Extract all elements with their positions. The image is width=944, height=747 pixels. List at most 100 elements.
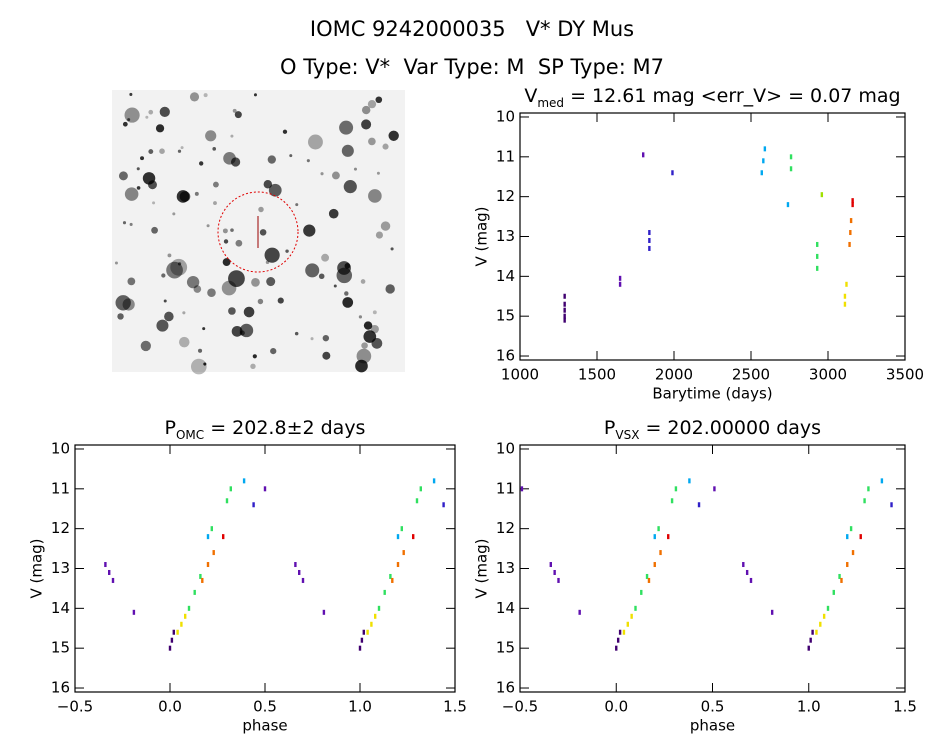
data-point — [838, 573, 841, 579]
star — [353, 167, 357, 171]
x-axis-label: phase — [242, 717, 287, 735]
data-point — [809, 637, 812, 643]
star — [285, 249, 289, 253]
star — [375, 96, 383, 104]
star — [148, 149, 154, 154]
star — [267, 155, 276, 164]
star — [159, 106, 170, 118]
star — [203, 93, 208, 98]
star — [372, 310, 377, 315]
data-point — [201, 577, 204, 583]
data-point — [749, 577, 753, 583]
data-point — [816, 241, 819, 247]
star — [176, 190, 190, 203]
star — [193, 285, 202, 293]
data-point — [822, 613, 826, 619]
star — [231, 325, 243, 337]
data-point — [648, 245, 651, 251]
star — [361, 119, 372, 130]
x-tick-label: 1.0 — [797, 698, 821, 716]
star — [282, 129, 288, 134]
target-circle — [217, 191, 299, 273]
data-point — [377, 605, 381, 611]
data-point — [170, 637, 174, 643]
star — [190, 358, 207, 375]
y-tick-label: 16 — [496, 347, 515, 365]
y-tick-label: 11 — [496, 147, 515, 165]
x-tick-label: 0.0 — [158, 698, 182, 716]
y-tick-label: 15 — [496, 307, 515, 325]
data-point — [647, 577, 651, 583]
star — [230, 228, 234, 232]
star — [341, 144, 354, 157]
data-point — [762, 158, 765, 164]
star — [194, 191, 199, 196]
y-tick-label: 13 — [496, 227, 515, 245]
data-point — [789, 154, 793, 160]
star — [178, 336, 190, 348]
y-tick-label: 13 — [496, 559, 515, 577]
data-point — [713, 486, 716, 492]
x-axis-label: phase — [690, 717, 735, 735]
star — [212, 147, 217, 151]
x-tick-label: 1500 — [578, 366, 616, 384]
data-point — [242, 478, 246, 484]
star — [118, 171, 128, 181]
star — [186, 275, 200, 289]
data-point — [225, 498, 229, 504]
star — [277, 297, 284, 304]
star — [117, 313, 124, 320]
data-point — [890, 502, 893, 508]
star — [375, 231, 383, 239]
star — [122, 298, 135, 311]
data-point — [432, 478, 436, 484]
data-point — [442, 502, 445, 508]
data-point — [849, 218, 853, 224]
data-point — [212, 550, 215, 556]
star — [322, 351, 331, 360]
data-point — [820, 192, 824, 198]
data-point — [210, 526, 213, 532]
data-point — [832, 589, 835, 595]
data-point — [322, 609, 326, 615]
data-point — [616, 637, 620, 643]
star — [163, 299, 167, 303]
data-point — [645, 573, 649, 579]
y-tick-label: 11 — [51, 479, 70, 497]
title-part: = 202.00000 days — [639, 417, 821, 439]
page-title: IOMC 9242000035 V* DY Mus — [310, 17, 634, 41]
data-point — [688, 478, 691, 484]
data-point — [626, 621, 629, 627]
star — [205, 130, 217, 142]
star — [223, 239, 229, 244]
data-point — [298, 569, 301, 575]
star — [371, 337, 383, 349]
x-tick-label: 1.5 — [893, 698, 917, 716]
data-point — [634, 605, 637, 611]
star — [206, 224, 210, 228]
star — [368, 137, 376, 146]
data-point — [807, 645, 810, 651]
data-point — [294, 562, 297, 568]
data-point — [846, 562, 849, 568]
sky-image — [112, 90, 405, 375]
x-tick-label: 2500 — [732, 366, 770, 384]
star — [294, 331, 299, 336]
data-point — [622, 629, 626, 635]
star — [266, 277, 276, 287]
y-tick-label: 10 — [496, 107, 515, 125]
data-point — [653, 562, 656, 568]
data-point — [618, 281, 622, 287]
data-point — [859, 534, 862, 540]
data-point — [659, 550, 662, 556]
star — [295, 203, 299, 207]
star — [114, 261, 118, 265]
data-point — [846, 534, 849, 540]
star — [148, 109, 154, 115]
star — [342, 297, 354, 308]
data-point — [615, 645, 618, 651]
star — [140, 156, 145, 161]
y-tick-label: 11 — [496, 479, 515, 497]
star — [172, 212, 176, 216]
star — [140, 340, 151, 352]
